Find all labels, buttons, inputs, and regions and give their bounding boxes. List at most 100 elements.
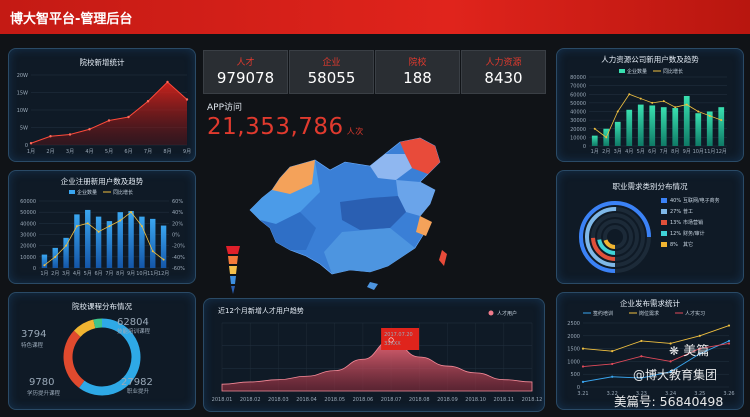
x-tick-label: 2018.02 [240,397,261,403]
china-map[interactable] [220,132,480,302]
trend-point [720,119,723,122]
data-bar [614,121,621,146]
tooltip-point [388,337,394,343]
x-tick-label: 8月 [671,149,679,155]
trend-point [662,100,665,103]
trend-point [616,110,619,113]
data-bar [718,107,725,146]
trend-point [628,93,631,96]
y-tick-label: 30000 [570,118,586,124]
x-tick-label: 2月 [46,149,54,155]
y-tick-label: 60000 [20,199,36,205]
legend-swatch [619,69,625,73]
hr-users-title: 人力资源公司新用户数及趋势 [601,55,699,64]
trend-point [54,255,57,258]
trend-point [151,250,154,253]
pie-slice [93,318,103,329]
x-tick-label: 1月 [27,149,35,155]
legend-swatch [661,242,667,247]
trend-point [685,103,688,106]
trend-point [697,110,700,113]
map-region-hainan [367,282,378,290]
data-point [581,365,585,368]
y2-tick-label: 20% [172,221,183,227]
x-tick-label: 2月 [51,271,59,277]
x-tick-label: 12月 [716,149,727,155]
legend-swatch [661,209,667,214]
data-bar [626,109,633,146]
y2-tick-label: 40% [172,210,183,216]
app-visits-number: 21,353,786 [207,114,344,140]
data-point [185,98,189,101]
legend-label: 企业数量 [77,189,97,196]
x-tick-label: 3.25 [694,391,705,397]
x-tick-label: 6月 [648,149,656,155]
y-tick-label: 30000 [20,233,36,239]
y-tick-label: 20W [17,73,28,79]
pie-slice [79,318,141,396]
slice-value: 9780 [29,377,54,388]
slice-value: 62804 [117,317,149,328]
data-point [611,350,614,353]
x-tick-label: 3.21 [577,391,588,397]
data-bar [637,104,644,146]
tooltip-box [381,328,420,350]
y-tick-label: 50000 [570,101,586,107]
legend-swatch [661,220,667,225]
slice-label: 技能培训课程 [117,327,151,335]
trend-point [140,225,143,228]
x-tick-label: 2018.05 [324,397,345,403]
data-point [611,362,614,366]
watermark-account: @博大教育集团 [633,368,718,382]
x-tick-label: 5月 [105,149,113,155]
legend-label: 签约培训 [593,310,613,317]
legend-swatch [69,190,75,194]
series-line [582,340,730,383]
y-tick-label: 10W [17,108,28,114]
stat-value: 8430 [484,69,523,87]
slice-label: 特色课程 [21,341,44,349]
data-point [146,100,150,103]
y-tick-label: 0 [577,385,580,391]
data-point [698,347,701,350]
legend-percent: 8% [670,242,678,248]
enterprise-users-panel: 企业注册新用户数及趋势 企业数量 同比增长 0 10000 20000 30000 4000… [8,170,196,284]
trend-point [43,264,46,267]
course-dist-title: 院校课程分布情况 [72,302,132,311]
x-tick-label: 11月 [704,149,715,155]
trend-point [708,114,711,117]
x-tick-label: 3月 [62,271,70,277]
x-tick-label: 3.23 [636,391,647,397]
school-new-title: 院校新增统计 [79,58,125,67]
enterprise-demand-title: 企业发布需求统计 [620,299,680,308]
trend-point [162,258,165,261]
data-point [88,128,91,131]
y-tick-label: 2000 [567,334,580,340]
legend-percent: 27% [670,209,681,215]
y-tick-label: 10000 [20,255,36,261]
data-bar [128,211,134,268]
x-tick-label: 7月 [660,149,668,155]
x-tick-label: 3.26 [723,391,734,397]
y-tick-label: 80000 [570,75,586,81]
stat-hr: 人力资源 8430 [461,50,546,94]
data-point [29,142,33,145]
trend-point [75,225,78,228]
legend-label: 企业数量 [627,68,647,75]
trend-point [97,230,100,233]
school-new-panel: 院校新增统计 0 5W 10W 15W 20W 1月 2月 3月 4月 5月 6月 7月 8月 9月 [8,48,196,162]
x-tick-label: 8月 [163,149,171,155]
x-tick-label: 2018.03 [268,397,289,403]
map-legend [226,246,240,294]
map-region-south [324,228,415,274]
x-tick-label: 4月 [85,149,93,155]
data-point [698,334,701,337]
legend-percent: 40% [670,198,681,204]
data-point [581,380,585,383]
data-bar [591,135,598,146]
trend-point [65,244,68,247]
x-tick-label: 2018.12 [522,397,543,403]
x-tick-label: 6月 [124,149,132,155]
data-point [127,115,130,119]
